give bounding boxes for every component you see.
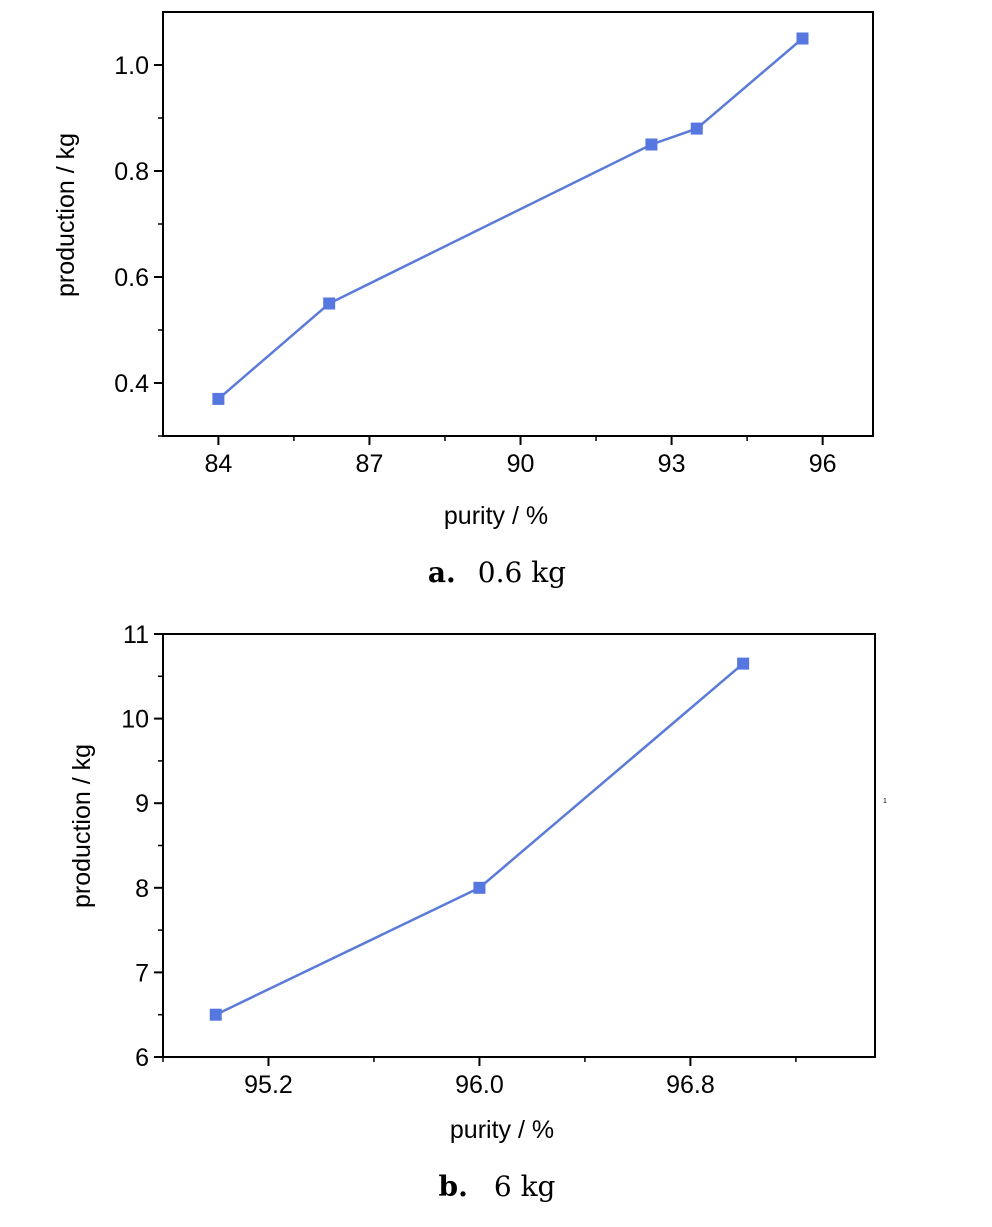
- chart-b-y-tick-label: 9: [135, 790, 149, 818]
- chart-b-y-tick-label: 7: [135, 959, 149, 987]
- chart-b-y-tick-label: 11: [123, 621, 149, 649]
- chart-a-data-point: [645, 138, 658, 151]
- chart-a-data-point: [796, 32, 809, 45]
- chart-a-x-tick-label: 90: [507, 450, 535, 478]
- chart-a-data-point: [690, 122, 703, 135]
- chart-a-x-tick-label: 84: [204, 450, 232, 478]
- chart-a-series-line: [217, 37, 804, 400]
- chart-a-caption: a. 0.6 kg: [428, 556, 566, 589]
- chart-a-y-tick-label: 0.8: [114, 158, 149, 186]
- chart-a-y-tick-label: 0.6: [114, 264, 149, 292]
- chart-a-caption-letter: a.: [428, 556, 456, 589]
- chart-b-x-axis-title: purity / %: [450, 1116, 554, 1144]
- chart-a-data-point: [323, 297, 336, 310]
- chart-a-data-point: [212, 392, 225, 405]
- chart-b-x-tick-label: 96.0: [455, 1071, 504, 1099]
- chart-b-series-line: [215, 662, 744, 1016]
- stray-mark: 1: [883, 798, 887, 805]
- chart-b-caption-text: 6 kg: [494, 1170, 556, 1203]
- chart-a-x-tick-label: 93: [658, 450, 686, 478]
- chart-b-caption-letter: b.: [439, 1170, 468, 1203]
- chart-a-x-axis-title: purity / %: [444, 502, 548, 530]
- chart-b-y-axis-title: production / kg: [68, 744, 96, 908]
- chart-b-caption: b. 6 kg: [439, 1170, 556, 1203]
- chart-b-x-tick-label: 96.8: [666, 1071, 715, 1099]
- chart-b-plot-frame: [162, 633, 876, 1058]
- chart-a: 84 87 90 93 96 0.4 0.6 0.8 1.0 purity / % produ…: [52, 11, 874, 589]
- chart-b-y-tick-label: 10: [121, 706, 149, 734]
- chart-a-x-tick-label: 87: [356, 450, 384, 478]
- chart-b-data-point: [473, 881, 486, 894]
- chart-b-y-tick-label: 6: [135, 1044, 149, 1072]
- chart-a-x-tick-label: 96: [809, 450, 837, 478]
- chart-a-caption-text: 0.6 kg: [478, 556, 566, 589]
- chart-b-y-tick-label: 8: [135, 875, 149, 903]
- chart-a-y-tick-label: 0.4: [114, 370, 149, 398]
- chart-b-x-tick-label: 95.2: [244, 1071, 293, 1099]
- chart-b-data-point: [737, 657, 750, 670]
- chart-b: 95.2 96.0 96.8 6 7 8 9 10 11 purity / % product…: [68, 621, 876, 1203]
- chart-a-plot-frame: [162, 11, 874, 437]
- chart-a-y-axis-title: production / kg: [52, 133, 80, 297]
- chart-b-data-point: [209, 1008, 222, 1021]
- chart-a-y-tick-label: 1.0: [114, 52, 149, 80]
